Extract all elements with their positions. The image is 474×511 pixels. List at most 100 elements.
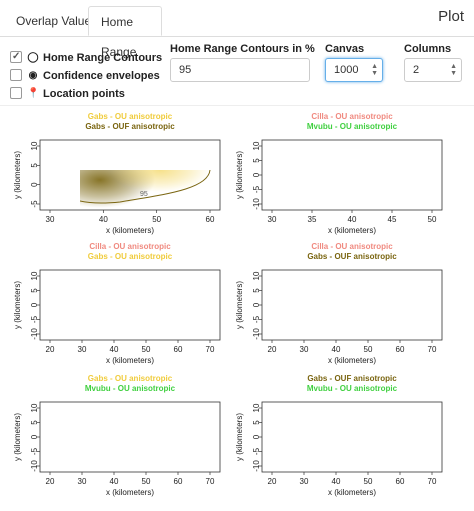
y-tick-label: -5 [30,315,39,323]
x-tick-label: 40 [348,215,357,224]
location-points-checkbox[interactable] [10,87,22,100]
y-axis-label: y (kilometers) [235,413,244,461]
plot-frame [261,269,443,341]
x-tick-label: 40 [110,345,119,354]
contour-line [64,419,180,466]
map-pin-icon: 📍 [27,88,40,100]
x-tick-label: 70 [206,477,215,486]
x-tick-label: 45 [388,215,397,224]
plot-grid: Gabs - OU anisotropic Gabs - OUF anisotro… [13,112,443,497]
tab-home-range[interactable]: Home Range [88,6,162,59]
contour-line [282,155,428,202]
x-tick-label: 30 [78,345,87,354]
y-tick-label: -5 [30,447,39,455]
divider [0,105,474,106]
option-home-range-contours[interactable]: ◯ Home Range Contours [10,49,162,66]
contour-line [286,419,402,466]
x-tick-label: 20 [46,477,55,486]
contour-label: 95 [397,143,405,150]
x-tick-label: 40 [332,345,341,354]
x-axis-label: x (kilometers) [328,356,376,365]
plot-frame [39,139,221,211]
y-tick-label: 5 [30,420,39,425]
y-tick-label: 5 [252,158,261,163]
option-confidence-envelopes[interactable]: ◉ Confidence envelopes [10,68,160,84]
contour-line [55,414,211,465]
contour-line [277,282,433,333]
legend-entry: Cilla - OU anisotropic [89,242,171,251]
plot-frame [261,139,443,211]
legend-entry: Mvubu - OU anisotropic [307,384,398,393]
x-tick-label: 30 [46,215,55,224]
location-points-label: Location points [43,88,125,100]
y-axis-label: y (kilometers) [235,151,244,199]
x-tick-label: 60 [396,477,405,486]
legend-entry: Mvubu - OU anisotropic [307,122,398,131]
x-tick-label: 20 [268,477,277,486]
y-tick-label: -10 [252,328,261,340]
y-tick-label: 0 [30,302,39,307]
tab-overlap-values[interactable]: Overlap Values [16,14,98,28]
x-axis-label: x (kilometers) [106,356,154,365]
columns-label: Columns [404,43,452,55]
canvas-input[interactable]: 1000 ▲ ▼ [325,58,383,82]
confidence-envelopes-label: Confidence envelopes [43,70,160,82]
y-tick-label: 10 [30,403,39,412]
y-tick-label: 0 [30,182,39,187]
legend-entry: Gabs - OUF anisotropic [307,252,397,261]
x-tick-label: 50 [428,215,437,224]
contour-label: 95 [165,273,173,280]
home-range-contours-checkbox[interactable] [10,49,22,65]
y-tick-label: 5 [252,420,261,425]
y-axis-label: y (kilometers) [13,281,22,329]
tab-bar: Overlap Values Home Range Plot [0,0,474,59]
y-axis-label: y (kilometers) [235,281,244,329]
x-axis-label: x (kilometers) [106,226,154,235]
y-tick-label: -10 [30,460,39,472]
y-tick-label: 10 [30,141,39,150]
y-tick-label: -5 [252,447,261,455]
contour-line [80,170,211,204]
x-tick-label: 40 [110,477,119,486]
plot-title: Plot [438,8,464,25]
columns-input[interactable]: 2 ▲ ▼ [404,58,462,82]
canvas-label: Canvas [325,43,365,55]
y-axis-label: y (kilometers) [13,151,22,199]
legend-entry: Mvubu - OU anisotropic [85,384,176,393]
contour-label: 95 [100,405,108,412]
y-tick-label: -10 [252,198,261,210]
y-tick-label: -5 [252,185,261,193]
contour-label: 95 [140,191,148,198]
x-tick-label: 40 [99,215,108,224]
contour-line [60,285,206,332]
plot-frame [39,269,221,341]
columns-spinner-icon[interactable]: ▲ ▼ [450,63,457,77]
x-axis-label: x (kilometers) [328,488,376,497]
y-tick-label: 0 [252,172,261,177]
canvas-spinner-icon[interactable]: ▲ ▼ [371,63,378,77]
x-tick-label: 60 [174,477,183,486]
contour-line [282,285,428,332]
y-tick-label: -5 [30,200,39,208]
y-axis-label: y (kilometers) [13,413,22,461]
x-tick-label: 30 [300,477,309,486]
confidence-envelopes-checkbox[interactable] [10,69,22,82]
legend-entry: Gabs - OU anisotropic [88,374,173,383]
x-tick-label: 70 [206,345,215,354]
y-tick-label: 10 [252,141,261,150]
y-tick-label: 0 [252,434,261,439]
option-location-points[interactable]: 📍 Location points [10,86,125,102]
x-axis-label: x (kilometers) [328,226,376,235]
legend-entry: Gabs - OUF anisotropic [85,122,175,131]
x-tick-label: 40 [332,477,341,486]
legend-entry: Cilla - OU anisotropic [311,112,393,121]
x-tick-label: 60 [174,345,183,354]
contour-label: 95 [392,273,400,280]
x-tick-label: 50 [364,477,373,486]
x-tick-label: 20 [268,345,277,354]
contours-input[interactable]: 95 [170,58,310,82]
x-tick-label: 60 [396,345,405,354]
